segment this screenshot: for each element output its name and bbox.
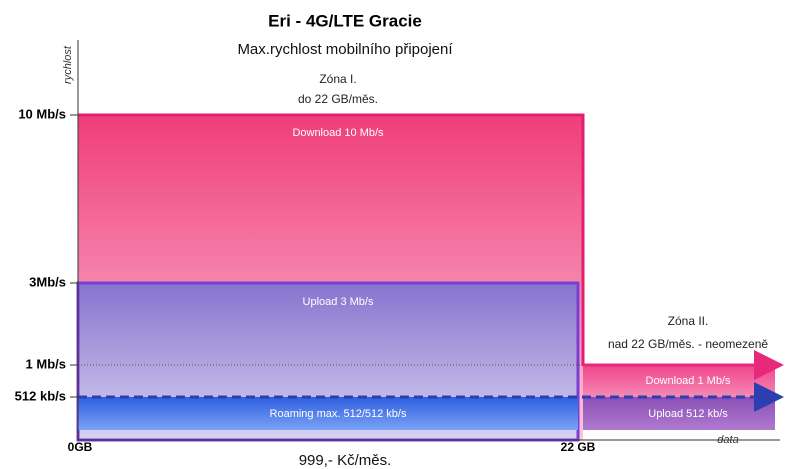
title: Eri - 4G/LTE Gracie <box>268 11 422 30</box>
y-axis-label: rychlost <box>62 45 74 84</box>
x-label: 0GB <box>68 440 93 454</box>
zone2-subtitle: nad 22 GB/měs. - neomezeně <box>608 337 768 351</box>
zone2-upload-label: Upload 512 kb/s <box>648 408 728 420</box>
zone2-title: Zóna II. <box>668 314 709 328</box>
y-label: 512 kb/s <box>15 388 66 403</box>
zone1-roaming: Roaming max. 512/512 kb/s <box>270 408 407 420</box>
zone1-upload: Upload 3 Mb/s <box>303 296 374 308</box>
zone2-download <box>583 365 775 397</box>
zone2-download-label: Download 1 Mb/s <box>646 375 731 387</box>
zone1-download: Download 10 Mb/s <box>292 127 384 139</box>
zone1-subtitle: do 22 GB/měs. <box>298 92 378 106</box>
y-label: 1 Mb/s <box>26 356 66 371</box>
x-axis-label: data <box>717 434 738 446</box>
y-label: 3Mb/s <box>29 274 66 289</box>
download-outline <box>78 113 585 366</box>
price: 999,- Kč/měs. <box>299 452 392 469</box>
zone1-title: Zóna I. <box>319 72 356 86</box>
x-label: 22 GB <box>561 440 596 454</box>
y-label: 10 Mb/s <box>18 106 66 121</box>
subtitle: Max.rychlost mobilního připojení <box>237 41 453 58</box>
zone2-upload <box>583 397 775 430</box>
roaming-area <box>78 397 578 430</box>
